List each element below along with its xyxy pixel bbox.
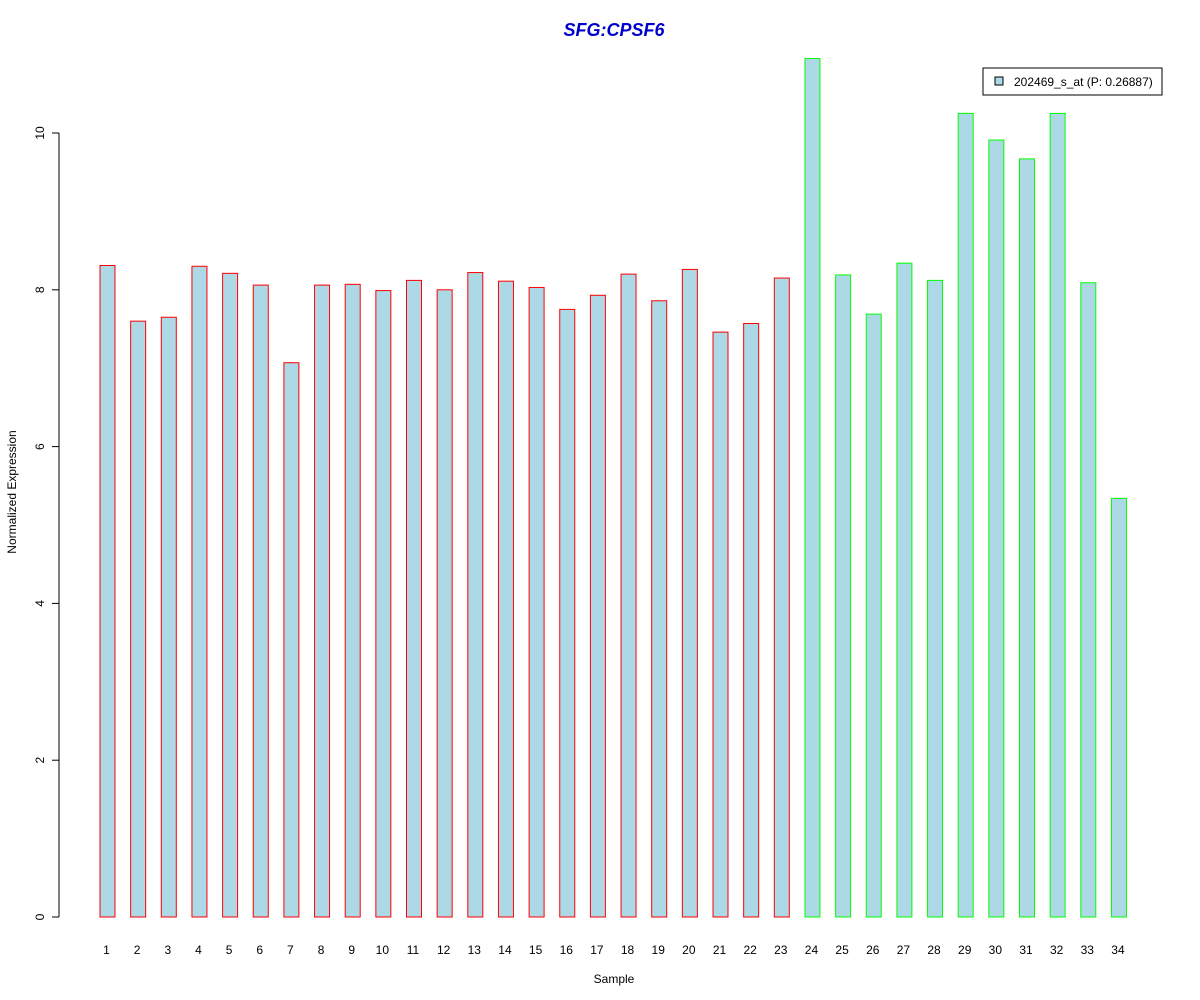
x-tick-label: 8 <box>318 943 325 957</box>
x-tick-label: 24 <box>805 943 819 957</box>
x-tick-label: 12 <box>437 943 451 957</box>
bar <box>743 323 760 918</box>
bar <box>988 139 1005 918</box>
x-tick-label: 14 <box>498 943 512 957</box>
bar <box>497 280 514 918</box>
x-axis-title: Sample <box>594 972 635 986</box>
x-tick-label: 26 <box>866 943 880 957</box>
x-tick-label: 33 <box>1081 943 1095 957</box>
bar <box>712 331 729 918</box>
bar <box>773 277 790 918</box>
bar <box>130 320 147 918</box>
chart-title: SFG:CPSF6 <box>563 20 665 40</box>
y-axis: 0 2 4 6 8 10 <box>33 126 60 920</box>
x-tick-label: 13 <box>468 943 482 957</box>
legend-label: 202469_s_at (P: 0.26887) <box>1014 75 1153 89</box>
bar <box>528 286 545 918</box>
x-tick-labels: 1 2 3 4 5 6 7 8 9 10 11 12 13 14 15 16 17 18 19 20 21 22 23 24 2… <box>103 943 1125 957</box>
x-tick-label: 1 <box>103 943 110 957</box>
bar <box>191 265 208 918</box>
bar <box>222 272 239 918</box>
bar <box>896 262 913 918</box>
bar <box>467 272 484 918</box>
x-tick-label: 11 <box>407 943 420 957</box>
x-tick-label: 2 <box>134 943 141 957</box>
y-tick-label: 8 <box>33 286 47 293</box>
x-tick-label: 9 <box>348 943 355 957</box>
legend-box <box>982 67 1163 96</box>
bar <box>681 268 698 918</box>
bar <box>314 284 331 918</box>
x-tick-label: 19 <box>652 943 666 957</box>
legend-swatch <box>994 76 1004 86</box>
x-tick-label: 16 <box>560 943 574 957</box>
x-tick-label: 25 <box>835 943 849 957</box>
bar <box>804 58 821 918</box>
bar <box>160 316 177 918</box>
bar <box>1019 158 1035 918</box>
bars <box>99 58 1127 918</box>
x-tick-label: 21 <box>713 943 727 957</box>
bar <box>957 112 974 918</box>
x-tick-label: 31 <box>1019 943 1033 957</box>
y-tick-label: 10 <box>33 126 47 140</box>
x-tick-label: 29 <box>958 943 972 957</box>
y-axis-title: Normalized Expression <box>5 430 19 553</box>
x-tick-label: 3 <box>164 943 171 957</box>
x-tick-label: 17 <box>590 943 604 957</box>
bar <box>835 274 852 918</box>
bar <box>375 290 392 918</box>
bar <box>1080 282 1097 918</box>
bar <box>436 289 453 918</box>
y-tick-label: 2 <box>33 757 47 764</box>
x-tick-label: 20 <box>682 943 696 957</box>
x-tick-label: 32 <box>1050 943 1064 957</box>
legend: 202469_s_at (P: 0.26887) <box>982 67 1163 96</box>
bar <box>589 294 606 918</box>
x-tick-label: 28 <box>927 943 941 957</box>
bar <box>865 313 882 918</box>
bar <box>559 308 576 918</box>
bar <box>1110 497 1127 918</box>
x-tick-label: 10 <box>376 943 390 957</box>
bar <box>651 300 668 918</box>
x-tick-label: 4 <box>195 943 202 957</box>
bar <box>1049 112 1066 918</box>
x-tick-label: 27 <box>897 943 911 957</box>
bar <box>252 284 269 918</box>
bar <box>406 279 422 918</box>
bar <box>99 264 116 918</box>
x-tick-label: 18 <box>621 943 635 957</box>
y-tick-label: 6 <box>33 443 47 450</box>
x-tick-label: 7 <box>287 943 294 957</box>
x-tick-label: 15 <box>529 943 543 957</box>
y-tick-label: 0 <box>33 913 47 920</box>
x-tick-label: 22 <box>743 943 757 957</box>
x-tick-label: 23 <box>774 943 788 957</box>
bar <box>927 279 944 918</box>
y-tick-label: 4 <box>33 600 47 607</box>
bar <box>344 283 361 918</box>
bar <box>620 273 637 918</box>
x-tick-label: 30 <box>989 943 1003 957</box>
x-tick-label: 34 <box>1111 943 1125 957</box>
x-tick-label: 5 <box>226 943 233 957</box>
bar <box>283 362 300 918</box>
x-tick-label: 6 <box>256 943 263 957</box>
